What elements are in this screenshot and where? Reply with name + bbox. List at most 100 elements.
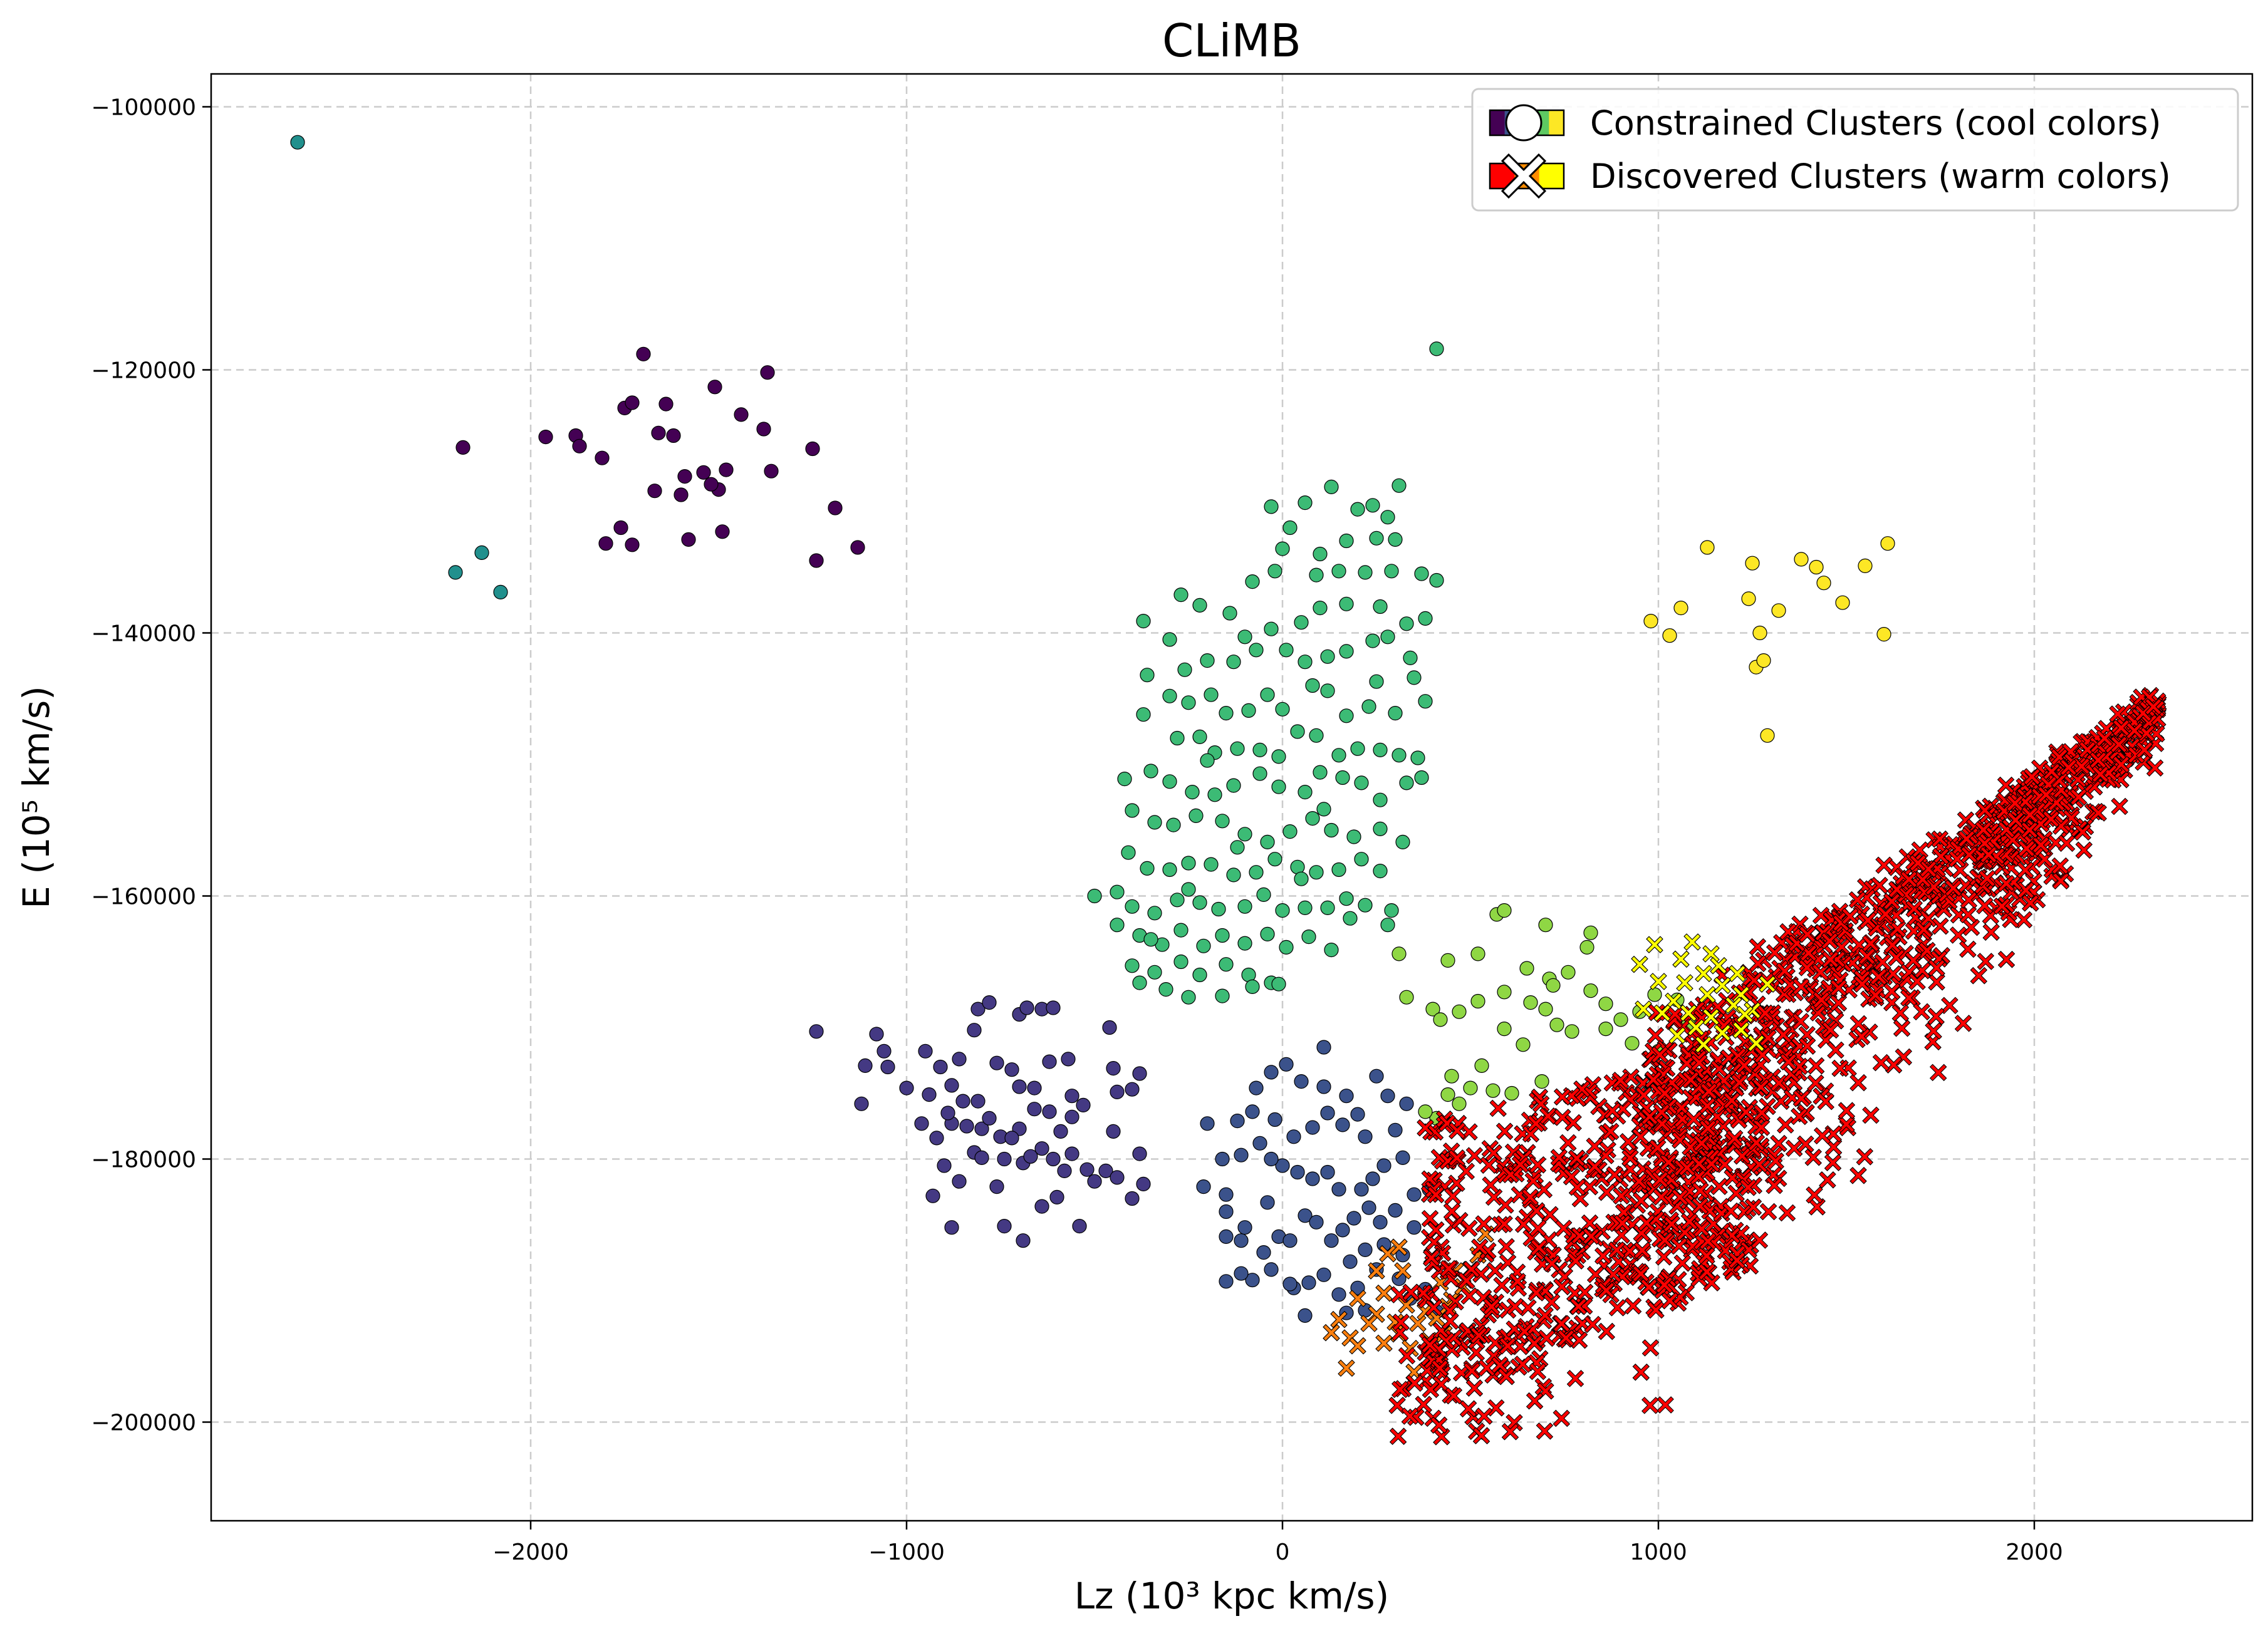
data-point <box>2074 823 2091 841</box>
data-point <box>1234 1266 1249 1281</box>
data-point <box>1526 1335 1543 1352</box>
data-point <box>1566 1370 1584 1387</box>
data-point <box>2096 730 2113 747</box>
data-point <box>1380 1089 1395 1104</box>
data-point <box>1703 1155 1720 1173</box>
data-point <box>1360 1315 1378 1332</box>
data-point <box>613 520 628 536</box>
data-point <box>1192 729 1207 745</box>
data-point <box>1695 965 1712 983</box>
data-point <box>1072 1218 1087 1234</box>
data-point <box>1690 1054 1708 1072</box>
data-point <box>2022 894 2039 912</box>
data-point <box>2089 751 2107 769</box>
data-point <box>1309 567 1324 582</box>
data-point <box>1493 1276 1511 1294</box>
data-point <box>1440 1087 1455 1102</box>
legend-label-constrained: Constrained Clusters (cool colors) <box>1590 103 2161 143</box>
data-point <box>1651 1046 1668 1064</box>
x-axis: −2000 −1000 0 1000 2000 <box>492 1521 2063 1565</box>
data-point <box>1087 888 1102 904</box>
data-point <box>1656 1231 1674 1249</box>
data-point <box>1275 903 1290 918</box>
data-point <box>651 425 666 440</box>
data-point <box>1821 1021 1839 1039</box>
data-point <box>1716 1156 1734 1173</box>
data-point <box>1756 1004 1774 1022</box>
data-point <box>1338 1359 1355 1377</box>
data-point <box>1418 611 1433 626</box>
data-point <box>1710 957 1727 975</box>
data-point <box>1245 1273 1260 1288</box>
data-point <box>1624 1297 1642 1315</box>
data-point <box>1598 997 1613 1012</box>
data-point <box>1057 1163 1072 1179</box>
data-point <box>1343 911 1358 926</box>
data-point <box>1880 536 1895 551</box>
data-point <box>2021 806 2039 824</box>
data-point <box>1260 834 1275 850</box>
data-point <box>1252 766 1267 781</box>
data-point <box>1665 992 1682 1010</box>
data-point <box>1192 895 1207 910</box>
data-point <box>1563 1167 1581 1186</box>
data-point <box>1672 1131 1689 1149</box>
data-point <box>1958 830 1975 848</box>
data-point <box>1398 1347 1416 1365</box>
data-point <box>2138 724 2155 742</box>
gridlines <box>211 74 2252 1521</box>
data-point <box>1655 1276 1673 1294</box>
data-point <box>1313 765 1328 780</box>
data-point <box>955 1094 970 1109</box>
data-point <box>1463 1362 1481 1380</box>
data-point <box>1442 1312 1459 1330</box>
data-point <box>1339 644 1354 659</box>
data-point <box>1631 955 1648 973</box>
data-point <box>1749 955 1767 973</box>
data-point <box>1657 1396 1674 1414</box>
data-point <box>1316 1267 1331 1282</box>
data-point <box>1402 1283 1420 1302</box>
data-point <box>2111 797 2128 815</box>
data-point <box>1699 1119 1717 1137</box>
data-point <box>1279 1057 1294 1072</box>
data-point <box>1395 1150 1410 1166</box>
data-point <box>1496 1215 1513 1233</box>
data-point <box>1219 957 1234 972</box>
data-point <box>1553 1315 1571 1333</box>
data-point <box>1373 821 1388 837</box>
data-point <box>1866 986 1885 1004</box>
data-point <box>1053 1124 1068 1139</box>
data-point <box>1309 728 1324 743</box>
data-point <box>1792 978 1810 996</box>
data-point <box>1406 1374 1423 1392</box>
data-point <box>1499 1337 1517 1355</box>
data-point <box>1539 1107 1557 1125</box>
data-point <box>1807 1057 1825 1075</box>
data-point <box>1136 1176 1151 1192</box>
data-point <box>828 500 843 515</box>
data-point <box>1132 1146 1147 1161</box>
data-point <box>1125 803 1140 818</box>
data-point <box>1635 1000 1652 1018</box>
data-point <box>1808 1198 1826 1216</box>
data-point <box>1004 1131 1019 1146</box>
data-point <box>1173 587 1189 603</box>
data-point <box>918 1043 933 1059</box>
x-tick-label: 2000 <box>2005 1540 2063 1565</box>
data-point <box>1710 1178 1728 1195</box>
data-point <box>1960 846 1978 864</box>
data-point <box>1687 1018 1705 1037</box>
data-point <box>1219 1187 1234 1202</box>
data-point <box>1700 1082 1718 1100</box>
data-point <box>1431 1359 1449 1377</box>
data-point <box>1482 1298 1501 1315</box>
data-point <box>677 469 692 484</box>
data-point <box>1271 749 1286 764</box>
data-point <box>1997 951 2016 968</box>
data-point <box>914 1116 929 1131</box>
data-point <box>1399 775 1414 790</box>
data-point <box>1222 606 1237 621</box>
x-tick-label: −2000 <box>492 1540 569 1565</box>
data-point <box>1331 564 1346 579</box>
